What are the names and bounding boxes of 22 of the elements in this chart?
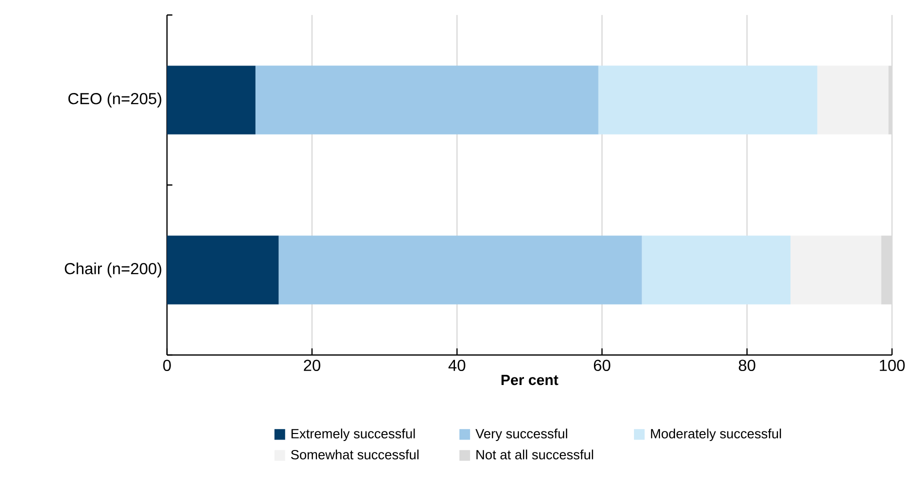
- bar: [790, 236, 882, 304]
- bar: [598, 66, 818, 134]
- bar: [167, 236, 279, 304]
- x-tick-label: 80: [738, 360, 756, 372]
- x-tick-label: 40: [448, 360, 466, 372]
- bar: [167, 66, 256, 134]
- legend-label: Somewhat successful: [291, 450, 418, 460]
- bar: [817, 66, 888, 134]
- x-tick-label: 60: [594, 360, 610, 372]
- x-tick-label: 100: [880, 360, 905, 372]
- legend-label: Very successful: [475, 428, 568, 442]
- x-tick-label: 0: [163, 360, 171, 372]
- x-axis-title: Per cent: [502, 374, 558, 386]
- y-tick-label: Chair (n=200): [64, 262, 162, 278]
- legend-label: Not at all successful: [476, 450, 594, 460]
- bar: [255, 66, 598, 134]
- legend-label: Moderately successful: [651, 428, 781, 442]
- bar: [642, 236, 791, 304]
- bar: [278, 236, 642, 304]
- y-tick-label: CEO (n=205): [68, 92, 162, 108]
- legend-label: Extremely successful: [292, 428, 415, 442]
- x-tick-label: 20: [304, 360, 320, 372]
